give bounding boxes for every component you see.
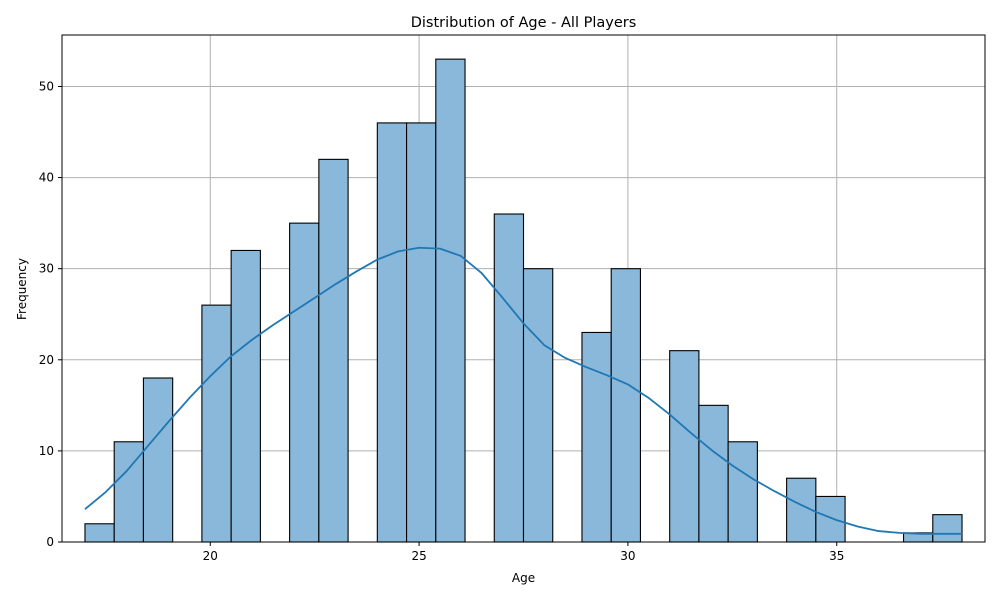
histogram-bar [230, 249, 261, 543]
kde-curve [84, 246, 963, 535]
x-tick-label: 30 [620, 549, 635, 563]
histogram-bar [581, 331, 612, 543]
y-tick-label: 50 [39, 79, 54, 93]
plot-frame [61, 34, 986, 543]
x-tick-label: 20 [203, 549, 218, 563]
histogram-bars [84, 58, 963, 543]
histogram-bar [727, 441, 758, 543]
x-tick-label: 25 [411, 549, 426, 563]
y-tick-label: 10 [39, 444, 54, 458]
histogram-bar [289, 222, 320, 543]
histogram-bar [318, 158, 349, 543]
histogram-bar [493, 213, 525, 543]
histogram-bar [932, 514, 963, 543]
x-axis-label: Age [512, 571, 535, 585]
y-tick-label: 0 [46, 535, 54, 549]
x-axis-ticks: 20 25 30 35 [203, 542, 844, 563]
histogram-bar [406, 122, 437, 543]
kde-line [84, 246, 963, 535]
y-axis-ticks: 0 10 20 30 40 50 [39, 79, 62, 549]
histogram-bar [522, 268, 554, 543]
y-tick-label: 30 [39, 262, 54, 276]
histogram-bar [698, 404, 729, 543]
histogram-bar [201, 304, 232, 543]
y-tick-label: 40 [39, 171, 54, 185]
histogram-bar [84, 523, 115, 543]
chart-title: Distribution of Age - All Players [411, 15, 637, 31]
y-tick-label: 20 [39, 353, 54, 367]
histogram-bar [815, 495, 846, 543]
histogram-bar [142, 377, 174, 543]
y-axis-label: Frequency [15, 258, 29, 320]
histogram-bar [610, 268, 641, 543]
histogram-bar [435, 58, 466, 543]
x-tick-label: 35 [829, 549, 844, 563]
histogram-bar [669, 350, 700, 543]
histogram-bar [376, 122, 408, 543]
